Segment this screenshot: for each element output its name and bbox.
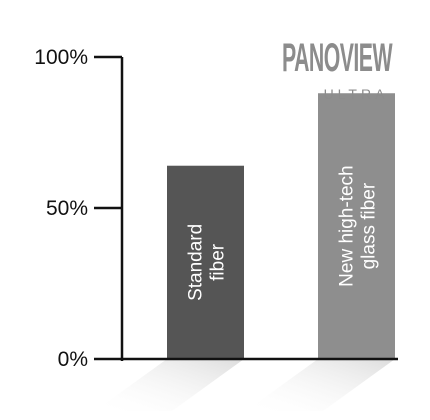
y-ticks: 0% 50% 100% xyxy=(34,46,122,371)
bar-label: New high-techglass fiber xyxy=(337,165,380,286)
bar-shadow xyxy=(246,359,395,411)
y-tick-label: 0% xyxy=(58,348,88,371)
bars: Standardfiber New high-techglass fiber xyxy=(167,93,395,360)
y-tick-label: 100% xyxy=(34,46,88,69)
bar-shadows xyxy=(95,359,395,411)
logo: PANOVIEW ULTRA xyxy=(282,36,394,102)
bar-shadow xyxy=(95,359,244,411)
bar xyxy=(167,165,244,359)
logo-sub: ULTRA xyxy=(324,86,389,102)
bar xyxy=(318,93,395,360)
bar-label: Standardfiber xyxy=(186,224,229,301)
y-tick-label: 50% xyxy=(46,197,88,220)
logo-brand: PANOVIEW xyxy=(282,36,393,80)
